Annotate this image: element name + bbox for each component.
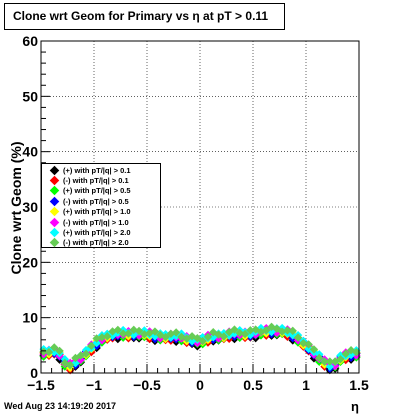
legend-marker	[49, 206, 60, 217]
data-point	[304, 340, 313, 349]
legend-label: (-) with pT/|q| > 0.1	[63, 176, 129, 186]
legend-label: (+) with pT/|q| > 1.0	[63, 207, 131, 217]
data-point	[81, 349, 91, 358]
x-tick-label: −1.5	[27, 377, 55, 393]
data-point	[39, 347, 48, 356]
legend-marker	[49, 175, 60, 186]
data-point	[118, 329, 128, 338]
data-point	[352, 347, 361, 357]
data-points	[39, 322, 361, 375]
y-tick-label: 30	[22, 199, 38, 215]
y-tick-label: 50	[22, 88, 38, 104]
data-point	[209, 328, 218, 337]
data-point	[97, 333, 107, 342]
data-point	[124, 329, 133, 338]
y-tick-label: 10	[22, 310, 38, 326]
timestamp: Wed Aug 23 14:19:20 2017	[4, 401, 117, 411]
y-tick-label: 0	[30, 365, 38, 381]
x-tick-label: −1	[86, 377, 102, 393]
y-tick-label: 20	[22, 254, 38, 270]
legend-item: (+) with pT/|q| > 2.0	[42, 227, 160, 238]
data-point	[129, 325, 138, 335]
legend-marker	[49, 186, 60, 196]
data-point	[293, 333, 303, 342]
data-point	[129, 330, 138, 340]
data-point	[182, 334, 191, 343]
data-point	[103, 332, 112, 341]
legend-item: (+) with pT/|q| > 0.1	[42, 165, 160, 175]
data-point	[161, 332, 170, 342]
x-tick-label: 0.5	[243, 377, 263, 393]
data-point	[150, 327, 160, 336]
legend: (+) with pT/|q| > 0.1 (-) with pT/|q| > 0…	[41, 163, 161, 248]
legend-label: (+) with pT/|q| > 0.1	[63, 165, 131, 175]
legend-item: (-) with pT/|q| > 0.5	[42, 196, 160, 207]
x-tick-label: 0	[196, 377, 204, 393]
data-point	[235, 328, 244, 338]
legend-label: (+) with pT/|q| > 0.5	[63, 186, 131, 196]
y-tick-label: 40	[22, 144, 38, 160]
legend-item: (+) with pT/|q| > 0.5	[42, 186, 160, 196]
data-point	[330, 361, 340, 371]
x-tick-label: 1	[302, 377, 310, 393]
data-point	[341, 349, 350, 359]
data-point	[240, 329, 250, 339]
data-point	[219, 332, 229, 341]
x-tick-label: −0.5	[133, 377, 161, 393]
legend-item: (-) with pT/|q| > 2.0	[42, 238, 160, 248]
legend-marker	[49, 165, 60, 175]
y-tick-labels: 0 10 20 30 40 50 60	[22, 33, 38, 381]
data-point	[283, 326, 292, 335]
data-point	[320, 357, 329, 366]
data-point	[87, 341, 96, 351]
data-point	[44, 347, 54, 357]
data-point	[246, 330, 255, 340]
data-point	[198, 336, 207, 346]
legend-item: (-) with pT/|q| > 0.1	[42, 175, 160, 186]
data-point	[71, 353, 80, 363]
y-axis-label: Clone wrt Geom (%)	[8, 141, 24, 274]
legend-marker	[49, 227, 60, 238]
chart-title: Clone wrt Geom for Primary vs η at pT > …	[4, 3, 285, 30]
data-point	[336, 355, 345, 364]
data-point	[156, 330, 165, 340]
data-point	[246, 326, 255, 335]
data-point	[92, 334, 101, 343]
data-point	[65, 360, 75, 370]
data-point	[262, 326, 271, 335]
data-point	[304, 344, 313, 354]
legend-label: (-) with pT/|q| > 1.0	[63, 217, 129, 227]
legend-label: (-) with pT/|q| > 2.0	[63, 238, 129, 248]
legend-item: (+) with pT/|q| > 1.0	[42, 206, 160, 217]
data-point	[113, 325, 123, 335]
axis-ticks	[40, 40, 360, 374]
x-axis-label: η	[351, 399, 359, 414]
data-point	[325, 357, 335, 366]
y-tick-label: 60	[22, 33, 38, 49]
data-point	[288, 326, 297, 336]
data-point	[230, 325, 239, 334]
legend-marker	[49, 196, 60, 207]
data-point	[325, 362, 335, 371]
data-point	[203, 332, 213, 342]
legend-label: (+) with pT/|q| > 2.0	[63, 228, 131, 238]
data-point	[55, 346, 64, 356]
data-point	[92, 338, 101, 348]
legend-marker	[49, 238, 60, 248]
grid-lines	[41, 41, 359, 373]
data-point	[134, 326, 144, 336]
data-point	[315, 353, 324, 363]
legend-item: (-) with pT/|q| > 1.0	[42, 217, 160, 227]
data-point	[50, 343, 59, 352]
legend-label: (-) with pT/|q| > 0.5	[63, 196, 129, 206]
x-tick-labels: −1.5 −1 −0.5 0 0.5 1 1.5	[27, 377, 369, 393]
data-point	[171, 328, 181, 337]
data-point	[309, 345, 319, 354]
legend-marker	[49, 217, 60, 227]
x-tick-label: 1.5	[349, 377, 369, 393]
